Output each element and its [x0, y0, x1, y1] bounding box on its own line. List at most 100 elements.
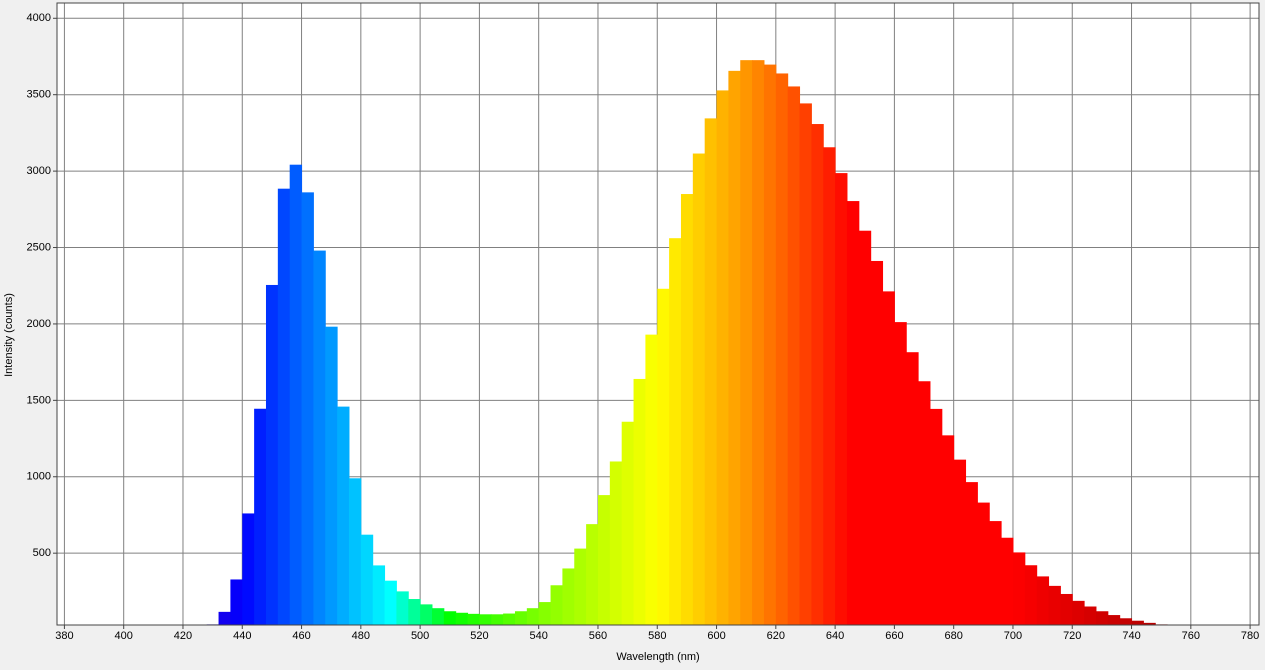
bar [953, 459, 967, 625]
bar [823, 147, 836, 625]
bar [562, 568, 575, 625]
bar [289, 164, 303, 625]
bar [609, 461, 623, 625]
bar [740, 60, 753, 625]
bar [337, 406, 350, 625]
x-tick-label: 620 [767, 630, 785, 642]
bar [645, 334, 658, 625]
y-axis-title: Intensity (counts) [3, 293, 15, 377]
bar [242, 513, 255, 625]
bar [941, 435, 955, 625]
bar [846, 201, 860, 625]
bar [1143, 622, 1156, 625]
bar [929, 408, 943, 625]
bar [669, 238, 682, 625]
x-tick-label: 580 [648, 630, 666, 642]
x-tick-label: 760 [1182, 630, 1200, 642]
bar [870, 260, 884, 625]
x-tick-label: 720 [1063, 630, 1081, 642]
bar [1095, 611, 1109, 625]
plot-border [56, 2, 1260, 626]
x-tick-label: 520 [470, 630, 488, 642]
bar [787, 86, 801, 625]
y-tick-label: 3500 [27, 89, 51, 101]
bar [325, 326, 338, 625]
bar [491, 614, 504, 625]
y-tick-label: 2000 [27, 318, 51, 330]
bar [372, 565, 386, 625]
y-tick-label: 2500 [27, 241, 51, 253]
bar [218, 611, 231, 625]
bar [360, 534, 374, 625]
bar [977, 502, 990, 625]
bar [1072, 600, 1085, 625]
x-tick-label: 380 [55, 630, 73, 642]
bar [597, 495, 611, 625]
bar [965, 482, 978, 625]
y-tick-label: 1500 [27, 394, 51, 406]
bar [301, 192, 314, 625]
bar [763, 64, 777, 625]
bar [1131, 620, 1144, 625]
bar [1119, 618, 1133, 625]
bar [835, 173, 848, 625]
bar [1107, 615, 1121, 625]
x-tick-label: 460 [292, 630, 310, 642]
bar [633, 378, 646, 625]
x-tick-label: 700 [1004, 630, 1022, 642]
bar [1060, 593, 1073, 625]
bar [503, 613, 516, 625]
x-tick-label: 780 [1241, 630, 1259, 642]
bar [467, 613, 480, 625]
bar [514, 611, 528, 625]
bar [574, 548, 587, 625]
x-tick-label: 420 [174, 630, 192, 642]
bar [550, 585, 563, 625]
y-tick-label: 1000 [27, 471, 51, 483]
bar [1024, 565, 1038, 625]
x-tick-label: 400 [115, 630, 133, 642]
x-tick-label: 600 [707, 630, 725, 642]
x-tick-label: 640 [826, 630, 844, 642]
x-tick-label: 660 [885, 630, 903, 642]
bar [858, 230, 872, 625]
bar [692, 153, 706, 625]
x-tick-label: 540 [530, 630, 548, 642]
bar [455, 612, 469, 625]
x-tick-label: 560 [589, 630, 607, 642]
bar [313, 250, 326, 625]
bar [526, 608, 540, 625]
y-tick-label: 3000 [27, 165, 51, 177]
y-tick-label: 500 [33, 547, 51, 559]
x-axis-title: Wavelength (nm) [616, 651, 699, 663]
bar [918, 381, 931, 625]
bar [479, 614, 492, 625]
bar [431, 608, 445, 625]
bar [752, 60, 765, 625]
bar [1001, 537, 1014, 625]
bar [680, 194, 694, 625]
bar [704, 118, 718, 625]
bar [1012, 552, 1026, 625]
bar [420, 604, 433, 625]
bar [775, 73, 789, 625]
x-tick-label: 500 [411, 630, 429, 642]
bar [408, 599, 421, 625]
bar [906, 352, 919, 625]
bar [538, 602, 552, 625]
bar [716, 90, 729, 625]
bar [230, 579, 243, 625]
bar [396, 591, 409, 625]
bar [1036, 576, 1050, 625]
bar [265, 284, 279, 625]
x-tick-label: 440 [233, 630, 251, 642]
bar [882, 291, 895, 625]
x-tick-label: 740 [1122, 630, 1140, 642]
bar [728, 70, 741, 625]
bar [811, 124, 824, 625]
bar [799, 103, 812, 625]
x-tick-label: 480 [352, 630, 370, 642]
bar [1084, 606, 1097, 625]
bar [443, 611, 457, 625]
bar [621, 421, 635, 625]
